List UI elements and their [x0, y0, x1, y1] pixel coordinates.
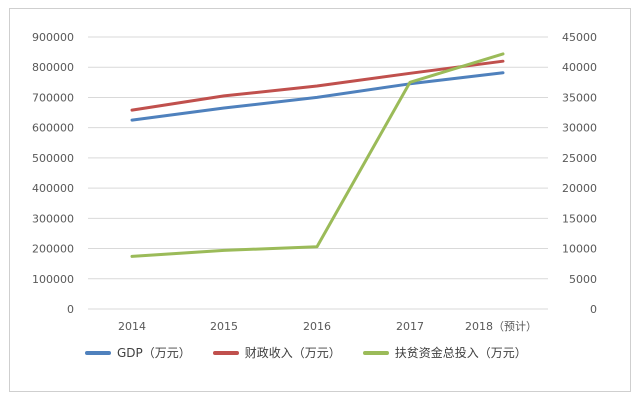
legend-label: 扶贫资金总投入（万元）: [394, 346, 527, 360]
y-left-tick-label: 200000: [32, 243, 74, 256]
legend-swatch: [362, 350, 389, 355]
y-left-tick-label: 300000: [32, 212, 74, 225]
y-left-tick-label: 400000: [32, 182, 74, 195]
y-left-tick-label: 500000: [32, 152, 74, 165]
legend-label: 财政收入（万元）: [244, 346, 341, 360]
x-tick-label: 2018（预计）: [465, 320, 537, 333]
x-tick-label: 2015: [210, 320, 238, 333]
y-right-tick-label: 45000: [562, 31, 597, 44]
legend-swatch: [85, 350, 111, 355]
x-axis-ticks: 2014 2015 2016 2017 2018（预计）: [118, 320, 537, 333]
legend-label: GDP（万元）: [117, 346, 191, 360]
legend-item: GDP（万元）: [85, 344, 191, 361]
y-right-tick-label: 30000: [562, 122, 597, 135]
series-lines: [130, 52, 505, 258]
y-left-tick-label: 0: [67, 303, 74, 316]
y-right-tick-label: 35000: [562, 91, 597, 104]
y-left-tick-label: 100000: [32, 273, 74, 286]
y-right-tick-label: 25000: [562, 152, 597, 165]
series-line: [130, 52, 505, 258]
chart-frame: [9, 8, 631, 392]
legend-item: 财政收入（万元）: [212, 344, 341, 361]
series-line: [130, 59, 505, 112]
x-tick-label: 2014: [118, 320, 146, 333]
y-right-tick-label: 40000: [562, 61, 597, 74]
y-right-tick-label: 15000: [562, 212, 597, 225]
y-left-tick-label: 600000: [32, 122, 74, 135]
legend-item: 扶贫资金总投入（万元）: [362, 344, 527, 361]
y-right-tick-label: 5000: [569, 273, 597, 286]
legend: GDP（万元） 财政收入（万元） 扶贫资金总投入（万元）: [85, 344, 527, 361]
y-left-tick-label: 800000: [32, 61, 74, 74]
y-right-tick-label: 10000: [562, 243, 597, 256]
x-tick-label: 2017: [396, 320, 424, 333]
x-tick-label: 2016: [303, 320, 331, 333]
gridlines: [88, 36, 548, 310]
y-right-tick-label: 0: [590, 303, 597, 316]
y-left-tick-label: 900000: [32, 31, 74, 44]
series-line: [130, 71, 505, 122]
y-right-tick-label: 20000: [562, 182, 597, 195]
y-left-tick-label: 700000: [32, 91, 74, 104]
legend-swatch: [212, 350, 239, 355]
right-axis-ticks: 0 5000 10000 15000 20000 25000 30000 35000 40000…: [562, 31, 597, 316]
left-axis-ticks: 0 100000 200000 300000 400000 500000 600000 700…: [32, 31, 74, 316]
